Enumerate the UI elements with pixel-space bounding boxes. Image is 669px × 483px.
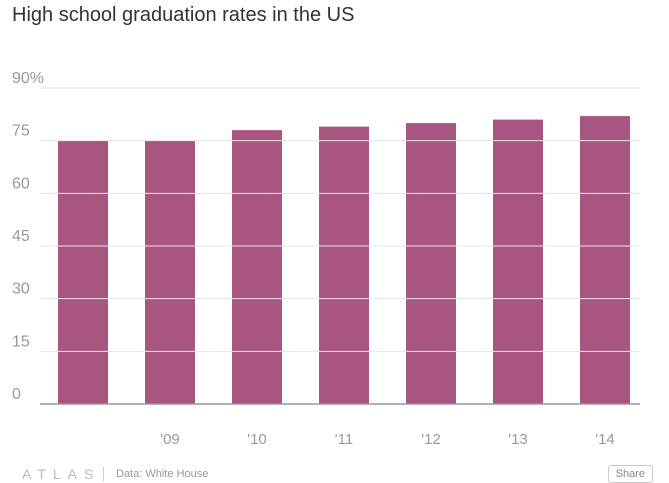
chart-footer: ATLAS Data: White House Share: [0, 462, 669, 483]
y-tick-label: 0: [12, 386, 21, 403]
bar: [319, 126, 369, 404]
x-tick-label: '12: [421, 431, 441, 448]
bar: [58, 140, 108, 404]
bar: [493, 119, 543, 404]
footer-divider: [103, 467, 104, 481]
atlas-logo: ATLAS: [22, 466, 101, 482]
chart-title: High school graduation rates in the US: [12, 4, 355, 26]
x-tick-label: '10: [247, 431, 267, 448]
x-tick-label: '13: [508, 431, 528, 448]
y-tick-label: 45: [12, 228, 30, 245]
y-tick-label: 30: [12, 281, 30, 298]
bar: [232, 130, 282, 404]
x-tick-label: '09: [160, 431, 180, 448]
y-tick-label: 60: [12, 175, 30, 192]
data-source: Data: White House: [116, 468, 209, 480]
bar: [406, 123, 456, 404]
y-tick-label: 75: [12, 123, 30, 140]
x-tick-label: '14: [595, 431, 615, 448]
y-tick-label: 90%: [12, 70, 44, 87]
share-button[interactable]: Share: [607, 465, 653, 483]
bar: [145, 140, 195, 404]
y-tick-label: 15: [12, 333, 30, 350]
bar: [580, 116, 630, 404]
x-tick-label: '11: [335, 431, 353, 448]
